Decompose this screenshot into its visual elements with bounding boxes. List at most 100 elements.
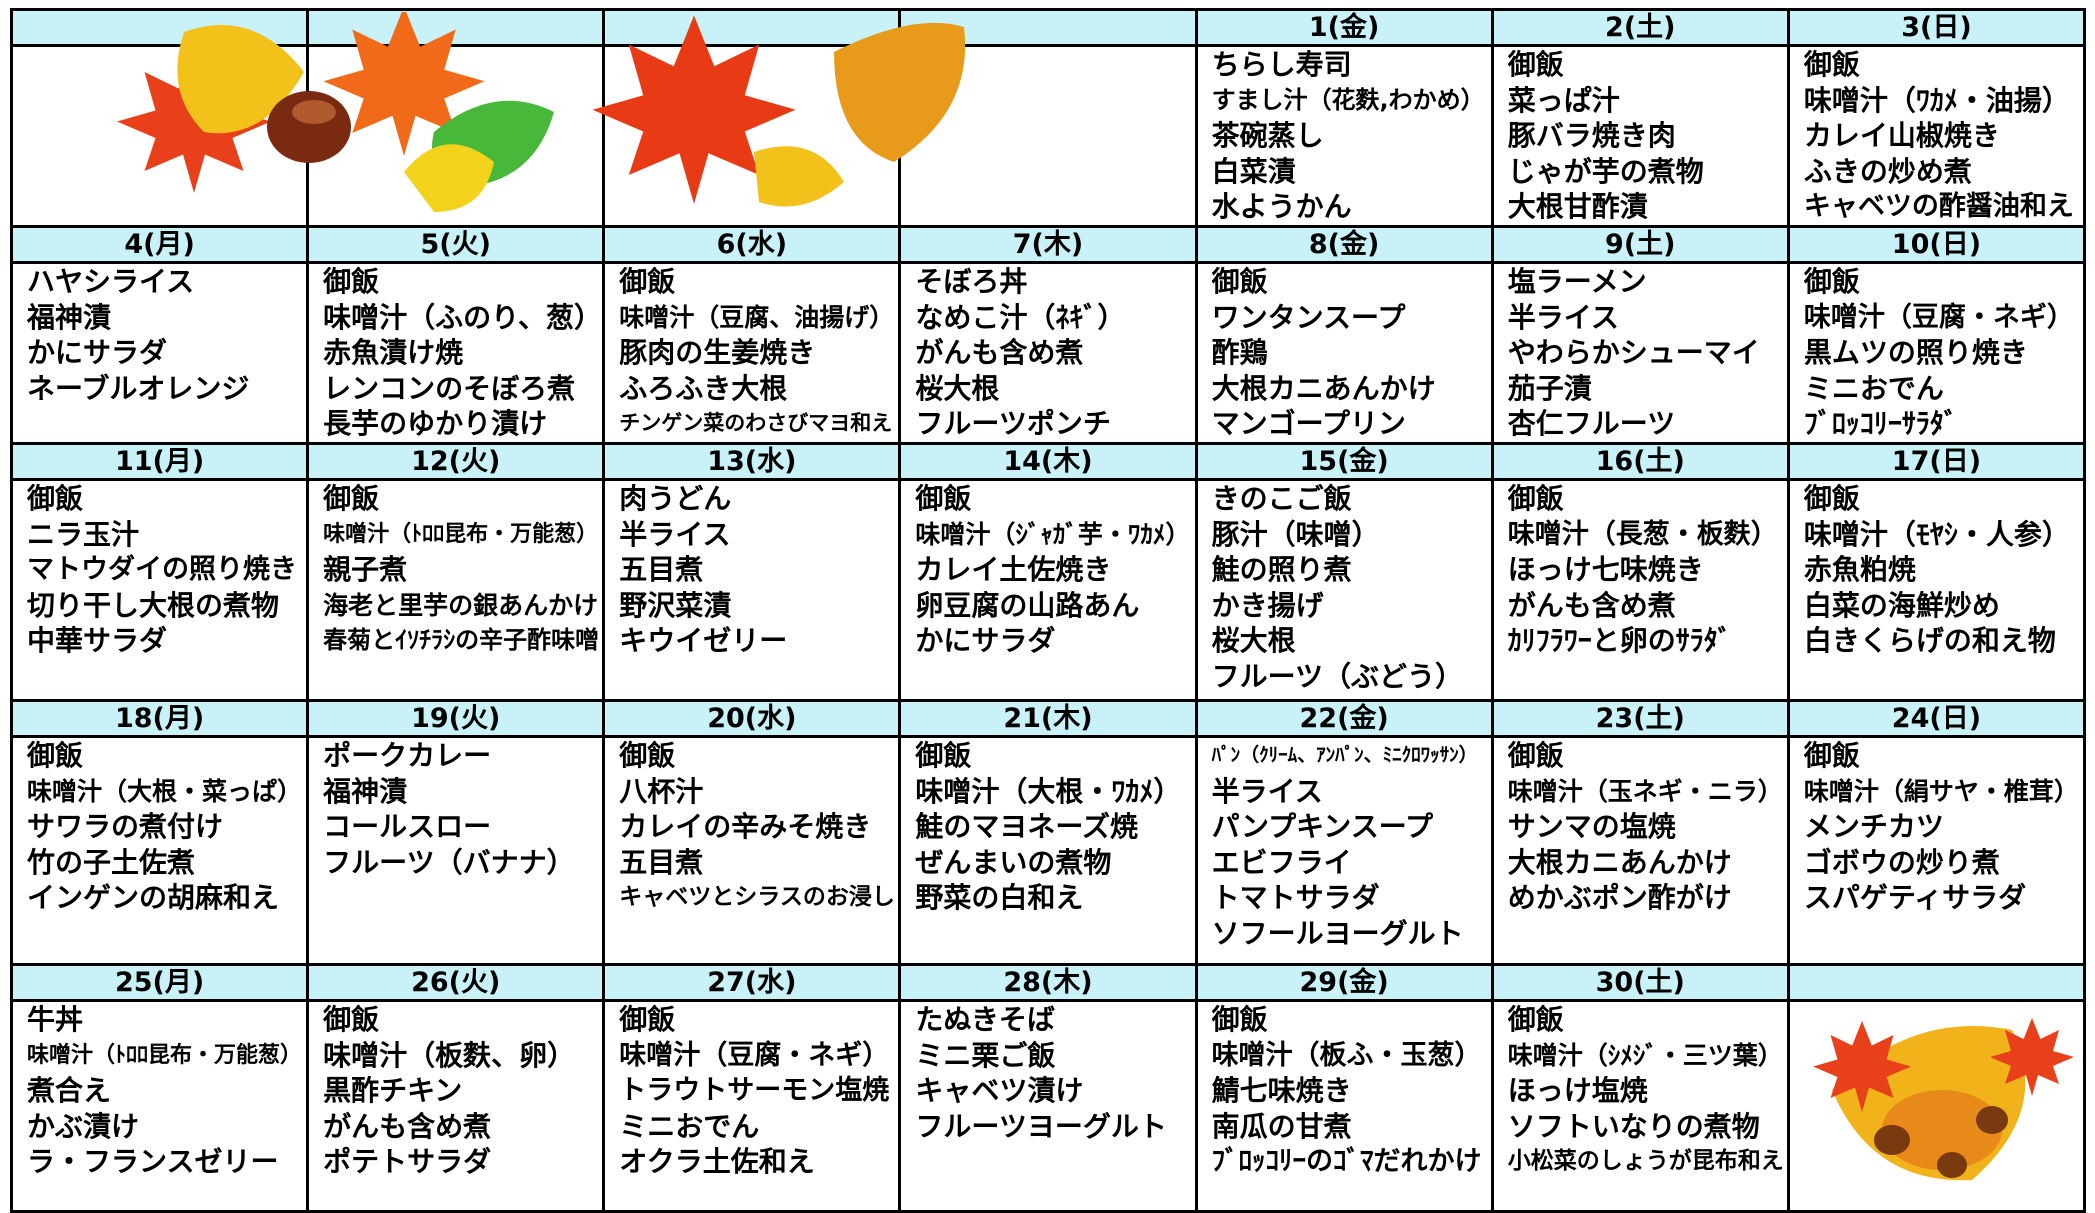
menu-item: じゃが芋の煮物: [1507, 154, 1704, 188]
menu-cell: 御飯 味噌汁（豆腐・ネギ） トラウトサーモン塩焼 ミニおでん オクラ土佐和え: [602, 999, 902, 1213]
menu-row: 牛丼 味噌汁（ﾄﾛﾛ昆布・万能葱） 煮合え かぶ漬け ラ・フランスゼリー 御飯 味噌汁（板麩…: [9, 999, 2087, 1213]
menu-cell: 御飯 味噌汁（大根・ﾜｶﾒ） 鮭のマヨネーズ焼 ぜんまいの煮物 野菜の白和え: [898, 735, 1198, 966]
menu-calendar: 1(金) 2(土) 3(日) ちらし寿司 すまし汁（花麩,わかめ） 茶碗蒸し 白菜漬 水ようか…: [9, 8, 2087, 1213]
menu-item: 黒酢チキン: [323, 1074, 463, 1107]
menu-item: 味噌汁（豆腐・ネギ）: [619, 1039, 890, 1071]
menu-cell: ポークカレー 福神漬 コールスロー フルーツ（バナナ）: [306, 735, 606, 966]
menu-item: フルーツポンチ: [915, 407, 1111, 440]
date-row: 1(金) 2(土) 3(日): [9, 8, 2087, 47]
menu-item: オクラ土佐和え: [619, 1145, 815, 1178]
menu-item: 親子煮: [323, 553, 408, 586]
date-cell: 14(木): [898, 442, 1198, 481]
menu-item: サワラの煮付け: [27, 810, 224, 843]
date-cell: 21(木): [898, 699, 1198, 738]
menu-item: 野沢菜漬: [619, 588, 732, 622]
menu-cell: 御飯 ニラ玉汁 マトウダイの照り焼き 切り干し大根の煮物 中華サラダ: [9, 478, 310, 702]
menu-cell: 御飯 味噌汁（玉ネギ・ニラ） サンマの塩焼 大根カニあんかけ めかぶポン酢がけ: [1490, 735, 1790, 966]
date-cell: 24(日): [1786, 699, 2087, 738]
date-cell: [1786, 963, 2087, 1002]
menu-item: 長芋のゆかり漬け: [323, 407, 548, 440]
menu-item: ﾊﾟﾝ（ｸﾘｰﾑ、ｱﾝﾊﾟﾝ、ﾐﾆｸﾛﾜｯｻﾝ）: [1211, 744, 1478, 766]
date-row: 4(月) 5(火) 6(水) 7(木) 8(金) 9(土) 10(日): [9, 225, 2087, 264]
menu-item: がんも含め煮: [1507, 588, 1676, 622]
menu-item: 味噌汁（豆腐・ネギ）: [1803, 301, 2074, 333]
menu-cell: 牛丼 味噌汁（ﾄﾛﾛ昆布・万能葱） 煮合え かぶ漬け ラ・フランスゼリー: [9, 999, 310, 1213]
date-cell: 6(水): [602, 225, 902, 264]
menu-item: 御飯: [323, 482, 380, 516]
date-cell: 7(木): [898, 225, 1198, 264]
date-row: 11(月) 12(火) 13(水) 14(木) 15(金) 16(土) 17(日): [9, 442, 2087, 481]
date-row: 18(月) 19(火) 20(水) 21(木) 22(金) 23(土) 24(日): [9, 699, 2087, 738]
menu-item: 大根甘酢漬: [1507, 190, 1648, 223]
menu-cell: 御飯 味噌汁（豆腐・ネギ） 黒ムツの照り焼き ミニおでん ﾌﾞﾛｯｺﾘｰｻﾗﾀﾞ: [1786, 261, 2087, 445]
menu-cell: ハヤシライス 福神漬 かにサラダ ネーブルオレンジ: [9, 261, 310, 445]
menu-item: ミニ栗ご飯: [915, 1038, 1056, 1072]
date-cell: 18(月): [9, 699, 310, 738]
menu-cell: 御飯 味噌汁（ｼﾒｼﾞ・三ツ葉） ほっけ塩焼 ソフトいなりの煮物 小松菜のしょうが昆布和…: [1490, 999, 1790, 1213]
menu-cell: 御飯 ワンタンスープ 酢鶏 大根カニあんかけ マンゴープリン: [1194, 261, 1494, 445]
menu-cell: 御飯 味噌汁（板麩、卵） 黒酢チキン がんも含め煮 ポテトサラダ: [306, 999, 606, 1213]
menu-item: 御飯: [1803, 739, 1860, 773]
date-cell: 23(土): [1490, 699, 1790, 738]
menu-item: キウイゼリー: [619, 624, 788, 657]
menu-item: 味噌汁（ｼﾒｼﾞ・三ツ葉）: [1507, 1040, 1783, 1070]
menu-item: サンマの塩焼: [1507, 810, 1676, 843]
menu-cell: ちらし寿司 すまし汁（花麩,わかめ） 茶碗蒸し 白菜漬 水ようかん: [1194, 44, 1494, 228]
date-cell: 27(水): [602, 963, 902, 1002]
menu-item: やわらかシューマイ: [1507, 336, 1760, 369]
menu-item: きのこご飯: [1211, 482, 1352, 516]
menu-item: ポテトサラダ: [323, 1145, 492, 1178]
date-cell: 20(水): [602, 699, 902, 738]
menu-item: かぶ漬け: [27, 1109, 140, 1143]
menu-item: 茶碗蒸し: [1211, 119, 1324, 152]
date-cell: 12(火): [306, 442, 606, 481]
menu-item: 中華サラダ: [27, 624, 168, 657]
menu-cell: 御飯 味噌汁（ふのり、葱） 赤魚漬け焼 レンコンのそぼろ煮 長芋のゆかり漬け: [306, 261, 606, 445]
menu-item: なめこ汁（ﾈｷﾞ）: [915, 300, 1126, 334]
menu-item: ふきの炒め煮: [1803, 154, 1972, 188]
menu-item: ネーブルオレンジ: [27, 371, 250, 405]
menu-item: メンチカツ: [1803, 810, 1944, 843]
menu-item: 御飯: [619, 1003, 676, 1037]
menu-item: 卵豆腐の山路あん: [915, 588, 1140, 622]
menu-item: エビフライ: [1211, 845, 1352, 879]
menu-item: 御飯: [323, 265, 380, 299]
menu-cell: そぼろ丼 なめこ汁（ﾈｷﾞ） がんも含め煮 桜大根 フルーツポンチ: [898, 261, 1198, 445]
menu-item: コールスロー: [323, 810, 492, 843]
date-cell: 15(金): [1194, 442, 1494, 481]
menu-item: マトウダイの照り焼き: [27, 554, 297, 585]
menu-item: たぬきそば: [915, 1003, 1055, 1037]
menu-cell: 御飯 味噌汁（長葱・板麩） ほっけ七味焼き がんも含め煮 ｶﾘﾌﾗﾜｰと卵のｻﾗﾀﾞ: [1490, 478, 1790, 702]
date-cell: [898, 8, 1198, 47]
menu-item: フルーツ（ぶどう）: [1211, 659, 1464, 693]
menu-item: 大根カニあんかけ: [1211, 371, 1436, 405]
menu-item: パンプキンスープ: [1211, 810, 1434, 843]
menu-cell: たぬきそば ミニ栗ご飯 キャベツ漬け フルーツヨーグルト: [898, 999, 1198, 1213]
menu-item: キャベツとシラスのお浸し: [619, 884, 895, 910]
menu-item: ミニおでん: [619, 1109, 760, 1143]
menu-row: ハヤシライス 福神漬 かにサラダ ネーブルオレンジ 御飯 味噌汁（ふのり、葱） 赤魚漬け焼レ…: [9, 261, 2087, 445]
menu-item: ソフールヨーグルト: [1211, 916, 1464, 950]
menu-cell: [602, 44, 902, 228]
menu-item: ぜんまいの煮物: [915, 845, 1112, 879]
date-cell: [9, 8, 310, 47]
menu-item: ちらし寿司: [1211, 48, 1352, 82]
menu-item: ゴボウの炒り煮: [1803, 845, 2000, 879]
menu-cell: [9, 44, 310, 228]
date-cell: 13(水): [602, 442, 902, 481]
menu-item: カレイの辛みそ焼き: [619, 810, 872, 843]
menu-item: 御飯: [1803, 482, 1860, 516]
menu-cell: 肉うどん 半ライス 五目煮 野沢菜漬 キウイゼリー: [602, 478, 902, 702]
menu-item: ﾌﾞﾛｯｺﾘｰのｺﾞﾏだれかけ: [1211, 1146, 1482, 1177]
menu-item: めかぶポン酢がけ: [1507, 881, 1732, 914]
menu-item: ﾌﾞﾛｯｺﾘｰｻﾗﾀﾞ: [1803, 407, 1958, 440]
menu-item: トマトサラダ: [1211, 881, 1380, 914]
menu-item: カレイ山椒焼き: [1803, 119, 2000, 152]
menu-item: 海老と里芋の銀あんかけ: [323, 590, 599, 620]
date-cell: 1(金): [1194, 8, 1494, 47]
menu-item: 味噌汁（ﾜｶﾒ・油揚）: [1803, 83, 2070, 117]
menu-cell: 御飯 菜っぱ汁 豚バラ焼き肉 じゃが芋の煮物 大根甘酢漬: [1490, 44, 1790, 228]
date-cell: 19(火): [306, 699, 606, 738]
menu-item: 白菜漬: [1211, 154, 1296, 188]
